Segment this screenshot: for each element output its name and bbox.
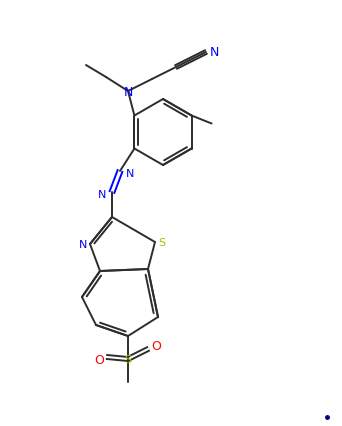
Text: O: O bbox=[151, 340, 161, 353]
Text: N: N bbox=[123, 85, 133, 98]
Text: S: S bbox=[158, 237, 166, 248]
Text: S: S bbox=[124, 354, 132, 364]
Text: O: O bbox=[94, 354, 104, 367]
Text: N: N bbox=[98, 190, 106, 199]
Text: N: N bbox=[79, 239, 87, 249]
Text: N: N bbox=[209, 46, 219, 59]
Text: N: N bbox=[126, 169, 134, 178]
